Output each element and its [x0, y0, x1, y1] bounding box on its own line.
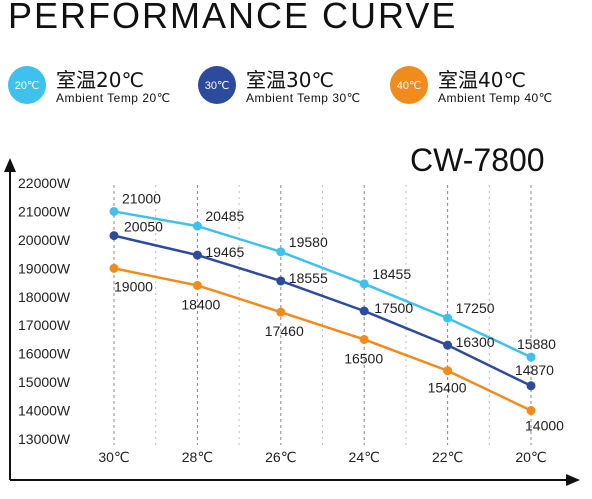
y-tick-label: 15000W [18, 374, 71, 390]
y-tick-label: 17000W [18, 317, 71, 333]
series-points [109, 206, 536, 416]
model-name: CW-7800 [410, 142, 545, 178]
legend-label-en-30c: Ambient Temp 30℃ [246, 91, 361, 105]
y-tick-label: 18000W [18, 289, 71, 305]
x-tick-label: 24℃ [349, 449, 380, 465]
data-label: 16500 [344, 350, 383, 366]
x-tick-label: 26℃ [265, 449, 296, 465]
y-tick-label: 21000W [18, 203, 71, 219]
data-label: 19465 [205, 244, 244, 260]
data-point [276, 307, 286, 317]
y-tick-label: 19000W [18, 260, 71, 276]
legend-label-en-20c: Ambient Temp 20℃ [56, 91, 171, 105]
data-point [526, 406, 536, 416]
legend-badge-20c: 20℃ [8, 66, 46, 104]
data-label: 14000 [525, 418, 564, 434]
y-tick-label: 22000W [18, 175, 71, 191]
data-label: 21000 [122, 190, 161, 206]
chart-title: PERFORMANCE CURVE [8, 0, 458, 36]
data-point [359, 334, 369, 344]
data-label: 18555 [289, 270, 328, 286]
data-label: 15880 [517, 336, 556, 352]
data-point [109, 263, 119, 273]
data-label: 20050 [124, 219, 163, 235]
y-tick-label: 20000W [18, 232, 71, 248]
data-label: 18455 [372, 266, 411, 282]
data-label: 17460 [265, 323, 304, 339]
data-label: 17250 [456, 300, 495, 316]
x-tick-labels: 30℃ 28℃ 26℃ 24℃ 22℃ 20℃ [98, 449, 546, 465]
data-label: 18400 [181, 296, 220, 312]
legend-label-cn-20c: 室温20℃ [56, 68, 144, 92]
x-axis-arrow [566, 474, 580, 486]
data-point [276, 247, 286, 257]
data-label: 19000 [114, 278, 153, 294]
x-tick-label: 30℃ [98, 449, 129, 465]
data-point [443, 366, 453, 376]
data-label: 19580 [289, 234, 328, 250]
data-label: 20485 [205, 208, 244, 224]
data-label: 17500 [374, 300, 413, 316]
data-point [359, 306, 369, 316]
y-tick-label: 13000W [18, 431, 71, 447]
legend-label-cn-40c: 室温40℃ [438, 68, 526, 92]
legend-badge-40c: 40℃ [390, 66, 428, 104]
legend-label-en-40c: Ambient Temp 40℃ [438, 91, 553, 105]
data-point [526, 381, 536, 391]
chart-axes [4, 158, 580, 486]
data-point [192, 280, 202, 290]
data-point [526, 352, 536, 362]
data-point [276, 276, 286, 286]
series-line-1 [113, 234, 532, 387]
data-point [443, 340, 453, 350]
data-label: 15400 [428, 380, 467, 396]
data-label: 14870 [515, 362, 554, 378]
data-point [443, 313, 453, 323]
series-lines [113, 210, 532, 412]
x-tick-label: 28℃ [182, 449, 213, 465]
series-line-0 [113, 210, 532, 359]
data-point [109, 206, 119, 216]
y-axis-arrow [4, 158, 16, 172]
x-tick-label: 20℃ [515, 449, 546, 465]
x-tick-label: 22℃ [432, 449, 463, 465]
data-point [192, 221, 202, 231]
y-tick-labels: 13000W 14000W 15000W 16000W 17000W 18000W 1900… [18, 175, 71, 447]
legend-label-cn-30c: 室温30℃ [246, 68, 334, 92]
legend-badge-30c: 30℃ [198, 66, 236, 104]
data-point [192, 250, 202, 260]
y-tick-label: 16000W [18, 346, 71, 362]
y-tick-label: 14000W [18, 403, 71, 419]
data-labels: 21000 20485 19580 18455 17250 15880 20050 19465… [114, 190, 564, 433]
data-point [109, 231, 119, 241]
data-point [359, 279, 369, 289]
series-line-2 [113, 267, 532, 412]
data-label: 16300 [456, 334, 495, 350]
